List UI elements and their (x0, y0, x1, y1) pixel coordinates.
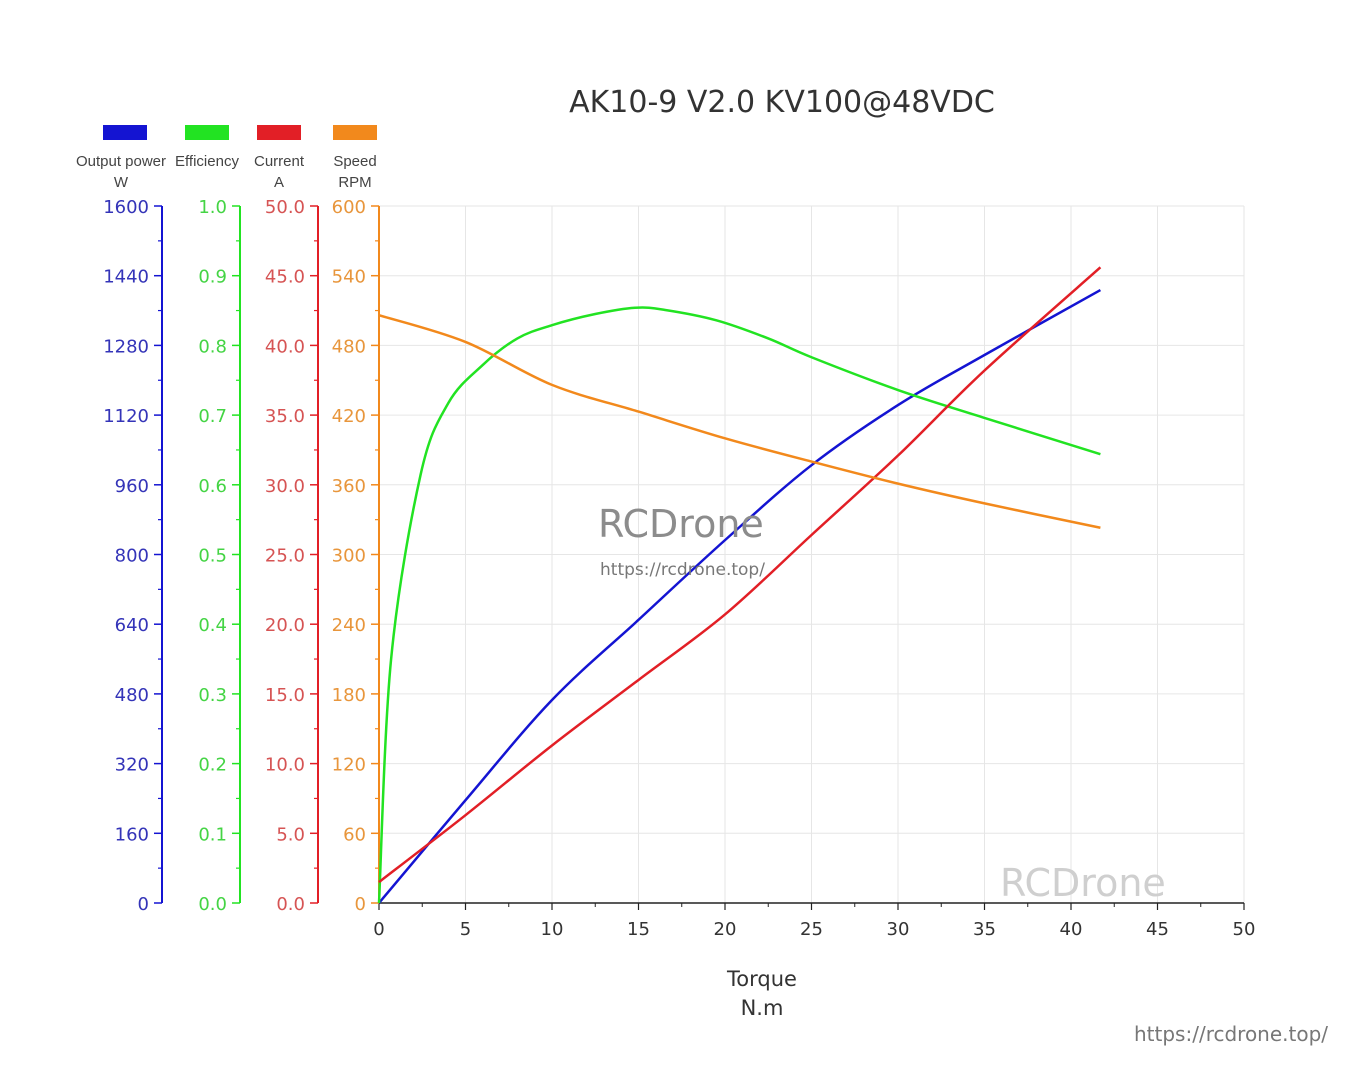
speed-tick-label: 420 (332, 406, 366, 427)
current-tick-label: 5.0 (276, 824, 305, 845)
x-tick-label: 0 (373, 919, 384, 940)
series (377, 266, 1102, 904)
x-axis-label: Torque (726, 967, 797, 991)
current-legend-unit: A (274, 174, 284, 191)
speed-tick-label: 300 (332, 546, 366, 567)
watermark-brand-bottom: RCDrone (1000, 861, 1166, 905)
power-tick-label: 1600 (103, 197, 149, 218)
speed-tick-label: 0 (355, 894, 366, 915)
current-legend-swatch (257, 125, 301, 140)
speed-tick-label: 540 (332, 267, 366, 288)
x-tick-label: 50 (1233, 919, 1256, 940)
speed-legend-unit: RPM (338, 174, 371, 191)
x-tick-label: 45 (1146, 919, 1169, 940)
speed-legend-swatch (333, 125, 377, 140)
efficiency-legend-label: Efficiency (175, 153, 239, 170)
axes: 0 5 10 15 20 25 30 35 40 45 50 0 160 320 480 640 800 960 1… (103, 197, 1255, 940)
efficiency-tick-label: 0.5 (198, 546, 227, 567)
current-legend-label: Current (254, 153, 305, 170)
power-tick-label: 960 (115, 476, 149, 497)
power-tick-label: 800 (115, 546, 149, 567)
power-tick-label: 1280 (103, 336, 149, 357)
power-tick-label: 1440 (103, 267, 149, 288)
x-tick-label: 10 (541, 919, 564, 940)
power-tick-label: 320 (115, 755, 149, 776)
current-tick-label: 35.0 (265, 406, 305, 427)
x-tick-label: 35 (973, 919, 996, 940)
speed-series-line (378, 314, 1101, 530)
x-tick-label: 30 (887, 919, 910, 940)
current-tick-label: 10.0 (265, 755, 305, 776)
efficiency-tick-label: 0.8 (198, 336, 227, 357)
speed-tick-label: 240 (332, 615, 366, 636)
power-legend-swatch (103, 125, 147, 140)
current-series-line (378, 266, 1102, 884)
efficiency-tick-label: 0.0 (198, 894, 227, 915)
power-tick-label: 160 (115, 824, 149, 845)
watermark-url: https://rcdrone.top/ (600, 560, 765, 580)
efficiency-tick-label: 0.9 (198, 267, 227, 288)
current-tick-label: 15.0 (265, 685, 305, 706)
speed-tick-label: 60 (343, 824, 366, 845)
speed-legend-label: Speed (333, 153, 376, 170)
power-series-line (378, 288, 1102, 904)
current-tick-label: 25.0 (265, 546, 305, 567)
efficiency-tick-label: 0.4 (198, 615, 227, 636)
efficiency-tick-label: 0.3 (198, 685, 227, 706)
chart-title: AK10-9 V2.0 KV100@48VDC (569, 85, 995, 120)
x-tick-label: 15 (627, 919, 650, 940)
power-tick-label: 480 (115, 685, 149, 706)
efficiency-tick-label: 0.1 (198, 824, 227, 845)
power-legend-unit: W (114, 174, 129, 191)
current-tick-label: 30.0 (265, 476, 305, 497)
power-tick-label: 1120 (103, 406, 149, 427)
speed-tick-label: 180 (332, 685, 366, 706)
speed-tick-label: 360 (332, 476, 366, 497)
current-tick-label: 0.0 (276, 894, 305, 915)
x-axis-unit: N.m (741, 996, 784, 1020)
watermark-brand: RCDrone (598, 502, 764, 546)
efficiency-tick-label: 0.6 (198, 476, 227, 497)
x-tick-label: 25 (800, 919, 823, 940)
speed-tick-label: 480 (332, 336, 366, 357)
current-tick-label: 20.0 (265, 615, 305, 636)
x-tick-label: 20 (714, 919, 737, 940)
efficiency-tick-label: 1.0 (198, 197, 227, 218)
efficiency-tick-label: 0.7 (198, 406, 227, 427)
grid (379, 205, 1245, 903)
speed-tick-label: 600 (332, 197, 366, 218)
power-legend-label: Output power (76, 153, 166, 170)
x-tick-label: 5 (460, 919, 471, 940)
watermark-url-corner: https://rcdrone.top/ (1134, 1022, 1329, 1046)
efficiency-tick-label: 0.2 (198, 755, 227, 776)
power-tick-label: 0 (138, 894, 149, 915)
x-tick-label: 40 (1060, 919, 1083, 940)
power-tick-label: 640 (115, 615, 149, 636)
speed-tick-label: 120 (332, 755, 366, 776)
efficiency-legend-swatch (185, 125, 229, 140)
legend: Output power W Efficiency Current A Speed RPM (76, 125, 377, 191)
current-tick-label: 40.0 (265, 336, 305, 357)
efficiency-series-line (377, 306, 1101, 904)
current-tick-label: 45.0 (265, 267, 305, 288)
current-tick-label: 50.0 (265, 197, 305, 218)
